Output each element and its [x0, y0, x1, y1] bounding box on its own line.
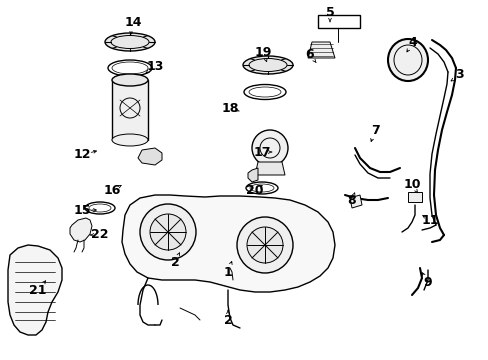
- Circle shape: [237, 217, 292, 273]
- Text: 8: 8: [347, 194, 356, 207]
- Circle shape: [246, 227, 283, 263]
- Text: 9: 9: [423, 276, 431, 289]
- Text: 5: 5: [325, 5, 334, 18]
- Text: 18: 18: [221, 102, 238, 114]
- Polygon shape: [407, 192, 421, 202]
- Ellipse shape: [387, 39, 427, 81]
- Polygon shape: [254, 162, 285, 175]
- Text: 2: 2: [170, 256, 179, 269]
- Circle shape: [150, 214, 185, 250]
- Text: 16: 16: [103, 184, 121, 197]
- Ellipse shape: [112, 74, 148, 86]
- Ellipse shape: [112, 134, 148, 146]
- Text: 6: 6: [305, 49, 314, 62]
- Text: 20: 20: [246, 184, 263, 197]
- Polygon shape: [307, 42, 334, 58]
- Text: 1: 1: [223, 266, 232, 279]
- Text: 22: 22: [91, 229, 108, 242]
- Text: 12: 12: [73, 148, 91, 162]
- Ellipse shape: [243, 56, 292, 74]
- Text: 4: 4: [408, 36, 417, 49]
- Text: 7: 7: [370, 123, 379, 136]
- Text: 11: 11: [420, 213, 438, 226]
- Polygon shape: [8, 245, 62, 335]
- Polygon shape: [349, 195, 361, 208]
- Polygon shape: [112, 80, 148, 140]
- Polygon shape: [138, 148, 162, 165]
- Text: 21: 21: [29, 284, 47, 297]
- Circle shape: [140, 204, 196, 260]
- Text: 3: 3: [455, 68, 464, 81]
- Text: 17: 17: [253, 145, 270, 158]
- Text: 2: 2: [223, 314, 232, 327]
- Text: 15: 15: [73, 203, 91, 216]
- Text: 10: 10: [403, 179, 420, 192]
- Polygon shape: [247, 168, 258, 182]
- Circle shape: [251, 130, 287, 166]
- Polygon shape: [122, 195, 334, 292]
- Text: 13: 13: [146, 60, 163, 73]
- Text: 19: 19: [254, 45, 271, 58]
- Text: 14: 14: [124, 15, 142, 28]
- Polygon shape: [70, 218, 92, 242]
- Ellipse shape: [105, 33, 155, 51]
